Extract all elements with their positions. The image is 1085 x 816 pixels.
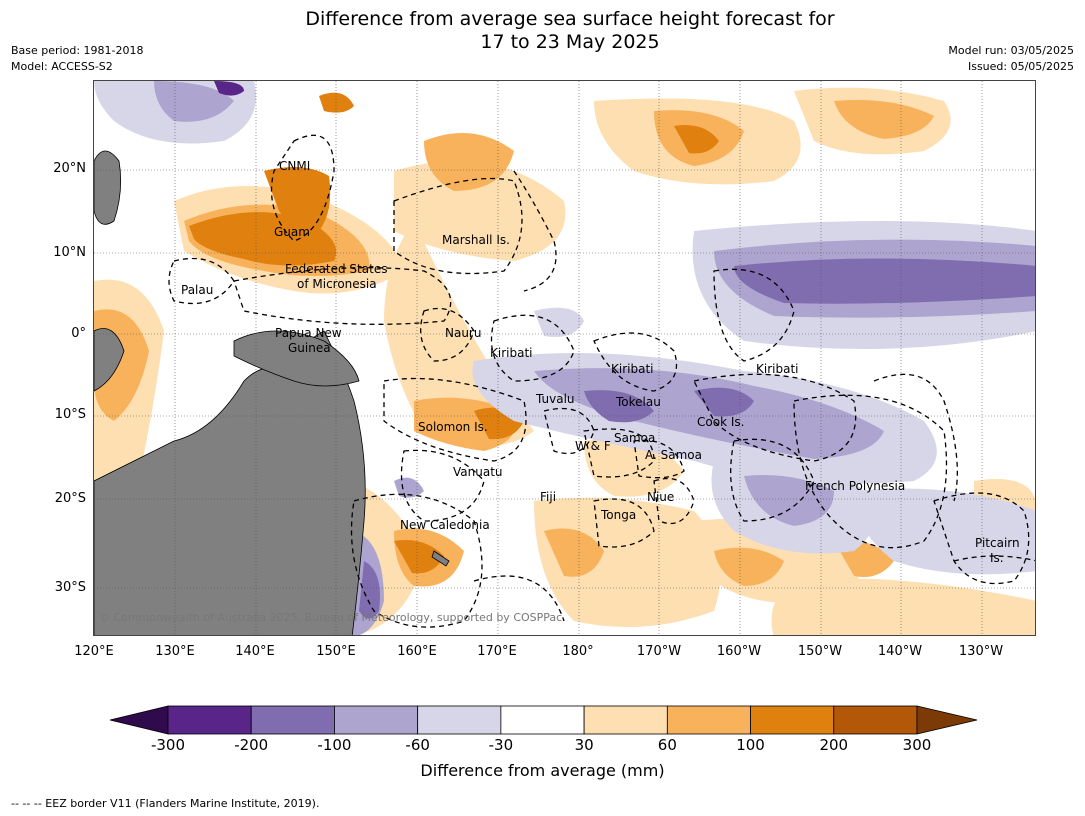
map-panel: © Commonwealth of Australia 2025, Bureau… [93, 80, 1036, 636]
colorbar-tick-label: -30 [488, 736, 514, 754]
lat-label-20n: 20°N [53, 161, 86, 176]
map-canvas [94, 81, 1035, 635]
label-fsm-line2: of Micronesia [297, 277, 377, 291]
lon-label-130w: 130°W [958, 644, 1004, 659]
colorbar-tick-label: 30 [574, 736, 594, 754]
landmass-layer [94, 150, 450, 635]
colorbar-tick-label: -100 [317, 736, 352, 754]
label-cook-islands: Cook Is. [697, 415, 745, 429]
lon-label-120e: 120°E [74, 644, 114, 659]
map-title-line2: 17 to 23 May 2025 [480, 31, 660, 53]
label-tonga: Tonga [601, 508, 637, 522]
base-period: Base period: 1981-2018 [11, 44, 144, 57]
colorbar-segment [334, 705, 419, 735]
new-caledonia-land [431, 550, 450, 567]
lon-label-150w: 150°W [797, 644, 843, 659]
label-png-line2: Guinea [288, 341, 331, 355]
label-pitcairn-line1: Pitcairn [975, 536, 1020, 550]
label-kiribati-central: Kiribati [611, 362, 654, 376]
label-fiji: Fiji [540, 490, 557, 504]
label-niue: Niue [647, 490, 675, 504]
colorbar-segment [500, 705, 585, 735]
label-wallis-futuna: W & F [575, 439, 611, 453]
meta-left: Base period: 1981-2018 Model: ACCESS-S2 [11, 43, 143, 75]
lon-label-180: 180° [562, 644, 594, 659]
model-name: Model: ACCESS-S2 [11, 60, 113, 73]
colorbar-segment [666, 705, 751, 735]
label-guam: Guam [274, 225, 310, 239]
colorbar-tick-label: 300 [902, 736, 932, 754]
lon-label-160e: 160°E [397, 644, 437, 659]
colorbar-under-arrow [109, 705, 169, 735]
label-french-polynesia: French Polynesia [805, 479, 906, 493]
label-fsm-line1: Federated States [285, 262, 388, 276]
colorbar-segment [250, 705, 335, 735]
colorbar-tick-label: -200 [234, 736, 269, 754]
colorbar-segment [833, 705, 918, 735]
label-new-caledonia: New Caledonia [400, 518, 490, 532]
colorbar [109, 705, 978, 735]
meta-right: Model run: 03/05/2025 Issued: 05/05/2025 [948, 43, 1074, 75]
label-pitcairn-line2: Is. [990, 551, 1004, 565]
map-title: Difference from average sea surface heig… [0, 8, 1085, 54]
colorbar-label: Difference from average (mm) [420, 761, 665, 780]
colorbar-segment [417, 705, 502, 735]
colorbar-segment [750, 705, 835, 735]
label-solomon-islands: Solomon Is. [418, 420, 488, 434]
borneo-land [94, 328, 125, 392]
lon-label-170e: 170°E [477, 644, 517, 659]
new-guinea-land [233, 330, 360, 387]
colorbar-tick-label: 200 [819, 736, 849, 754]
colorbar-segment [583, 705, 668, 735]
eez-borders [168, 134, 1035, 628]
colorbar-segment [167, 705, 252, 735]
lon-label-150e: 150°E [316, 644, 356, 659]
label-png-line1: Papua New [275, 326, 342, 340]
lon-label-130e: 130°E [155, 644, 195, 659]
lat-label-0: 0° [71, 326, 86, 341]
label-cnmi: CNMI [279, 159, 311, 173]
colorbar-segments [167, 705, 918, 735]
colorbar-tick-label: 60 [657, 736, 677, 754]
copyright-notice: © Commonwealth of Australia 2025, Bureau… [99, 611, 563, 624]
lat-label-20s: 20°S [54, 491, 86, 506]
lat-label-30s: 30°S [54, 580, 86, 595]
label-nauru: Nauru [445, 326, 482, 340]
lon-label-140e: 140°E [235, 644, 275, 659]
lat-label-10s: 10°S [54, 407, 86, 422]
lon-label-170w: 170°W [636, 644, 682, 659]
colorbar-tick-label: -300 [150, 736, 186, 754]
model-run: Model run: 03/05/2025 [948, 44, 1074, 57]
issued-date: Issued: 05/05/2025 [967, 60, 1074, 73]
label-samoa: Samoa [614, 431, 656, 445]
label-marshall-islands: Marshall Is. [442, 233, 510, 247]
lat-label-10n: 10°N [53, 245, 86, 260]
map-title-line1: Difference from average sea surface heig… [305, 8, 835, 30]
colorbar-over-arrow [916, 705, 978, 735]
eez-footnote: -- -- -- EEZ border V11 (Flanders Marine… [11, 797, 320, 810]
label-tokelau: Tokelau [616, 395, 661, 409]
label-palau: Palau [181, 283, 214, 297]
label-tuvalu: Tuvalu [536, 392, 575, 406]
label-kiribati-west: Kiribati [490, 346, 533, 360]
label-kiribati-east: Kiribati [756, 362, 799, 376]
label-vanuatu: Vanuatu [453, 465, 503, 479]
philippines-land [94, 150, 122, 225]
colorbar-tick-label: 100 [736, 736, 765, 754]
lon-label-160w: 160°W [716, 644, 762, 659]
graticule [94, 81, 1035, 635]
label-american-samoa: A. Samoa [645, 448, 702, 462]
colorbar-tick-label: -60 [405, 736, 430, 754]
lon-label-140w: 140°W [877, 644, 923, 659]
